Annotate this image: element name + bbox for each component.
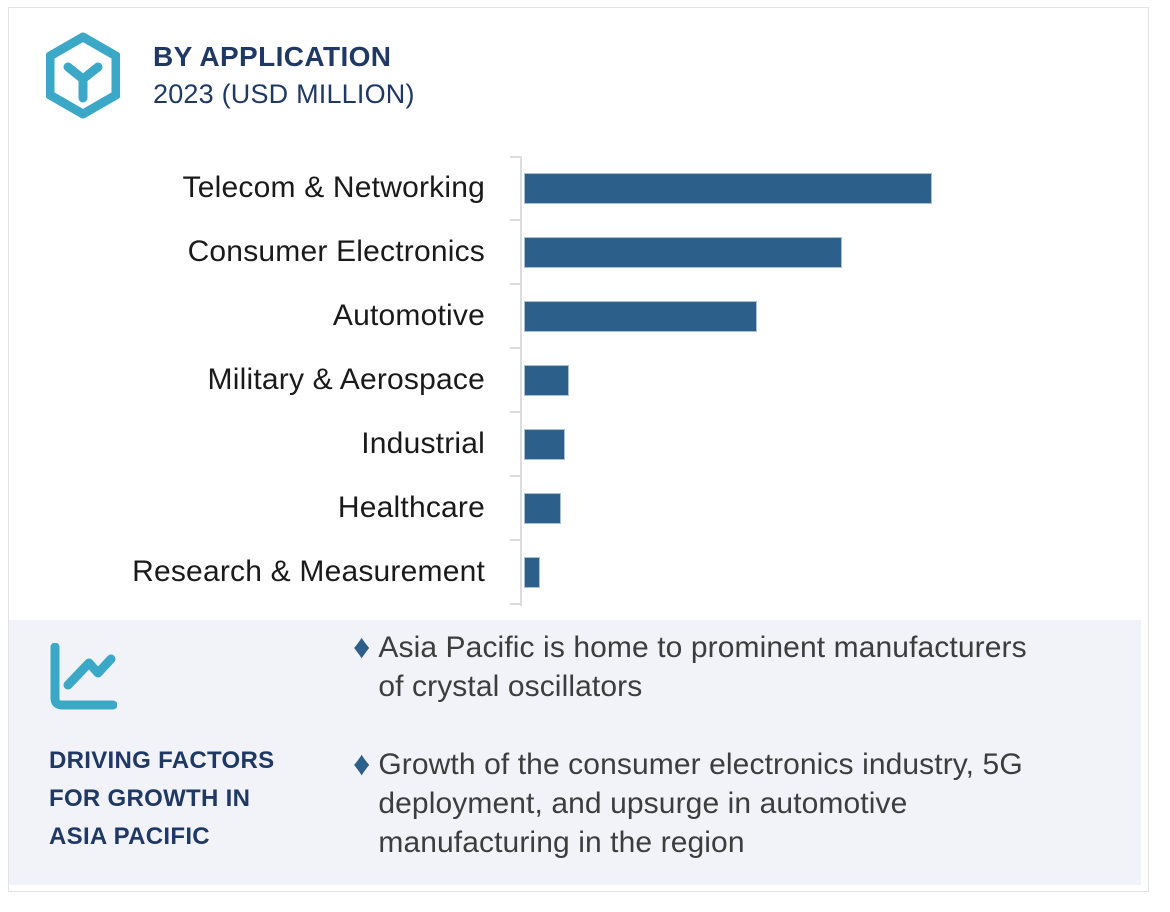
axis-tick [510, 539, 521, 541]
bullet-item-1: ♦ Asia Pacific is home to prominent manuf… [353, 628, 1153, 706]
bar [524, 364, 569, 396]
panel-title-line: ASIA PACIFIC [49, 823, 210, 850]
hexagon-cube-logo-icon [46, 32, 120, 119]
bullet-text: Asia Pacific is home to prominent manufa… [378, 628, 1026, 706]
y-axis-line [520, 156, 522, 606]
bullet-text-line: manufacturing in the region [378, 826, 745, 859]
axis-tick [510, 283, 521, 285]
axis-tick [510, 156, 521, 158]
bar [524, 236, 842, 268]
axis-tick [510, 347, 521, 349]
category-label: Automotive [332, 299, 485, 332]
bullet-text: Growth of the consumer electronics indus… [378, 745, 1022, 862]
diamond-bullet-icon: ♦ [353, 628, 371, 666]
content-frame: BY APPLICATION 2023 (USD MILLION) Teleco… [8, 7, 1149, 892]
category-label: Consumer Electronics [187, 235, 485, 268]
bar [524, 172, 932, 204]
bar [524, 556, 540, 588]
chart-row-5: Industrial [9, 412, 1148, 476]
driving-factors-panel: DRIVING FACTORS FOR GROWTH IN ASIA PACIF… [9, 620, 1141, 885]
bar [524, 300, 757, 332]
axis-tick [510, 475, 521, 477]
bar-chart: Telecom & Networking Consumer Electronics… [9, 156, 1148, 606]
header-text: BY APPLICATION 2023 (USD MILLION) [153, 41, 415, 110]
diamond-bullet-icon: ♦ [353, 745, 371, 783]
panel-title: DRIVING FACTORS FOR GROWTH IN ASIA PACIF… [49, 742, 274, 856]
chart-row-4: Military & Aerospace [9, 348, 1148, 412]
panel-title-line: FOR GROWTH IN [49, 785, 251, 812]
axis-tick [510, 603, 521, 605]
chart-row-3: Automotive [9, 284, 1148, 348]
bar [524, 492, 561, 524]
bullet-text-line: Asia Pacific is home to prominent manufa… [378, 631, 1027, 664]
header: BY APPLICATION 2023 (USD MILLION) [46, 32, 415, 119]
chart-row-2: Consumer Electronics [9, 220, 1148, 284]
bullet-item-2: ♦ Growth of the consumer electronics indu… [353, 745, 1153, 862]
bar [524, 428, 565, 460]
category-label: Healthcare [337, 491, 485, 524]
chart-subtitle: 2023 (USD MILLION) [153, 79, 415, 109]
bullet-text-line: of crystal oscillators [378, 670, 643, 703]
panel-title-line: DRIVING FACTORS [49, 747, 275, 774]
bullet-list: ♦ Asia Pacific is home to prominent manuf… [353, 628, 1153, 901]
chart-row-7: Research & Measurement [9, 540, 1148, 604]
chart-title: BY APPLICATION [153, 41, 392, 72]
category-label: Industrial [361, 427, 485, 460]
category-label: Telecom & Networking [182, 171, 485, 204]
category-label: Military & Aerospace [207, 363, 485, 396]
bullet-text-line: deployment, and upsurge in automotive [378, 787, 908, 820]
chart-rows: Telecom & Networking Consumer Electronics… [9, 156, 1148, 604]
chart-row-1: Telecom & Networking [9, 156, 1148, 220]
bullet-text-line: Growth of the consumer electronics indus… [378, 748, 1023, 781]
category-label: Research & Measurement [132, 555, 485, 588]
chart-row-6: Healthcare [9, 476, 1148, 540]
axis-tick [510, 219, 521, 221]
line-chart-icon [50, 643, 117, 710]
axis-tick [510, 411, 521, 413]
